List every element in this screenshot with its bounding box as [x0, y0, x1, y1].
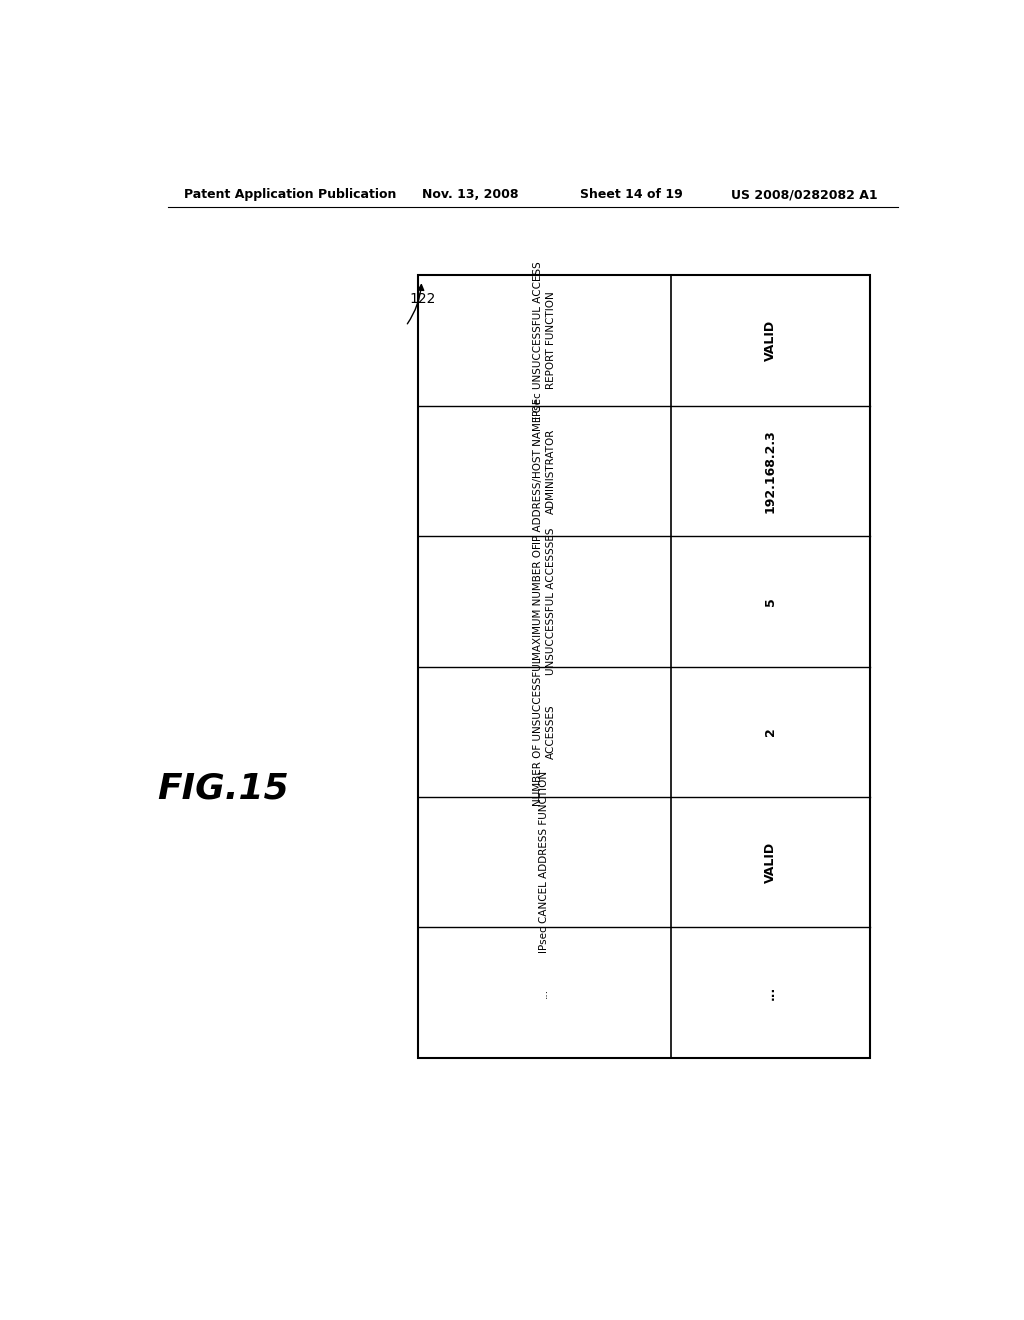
Text: NUMBER OF UNSUCCESSFUL
ACCESSES: NUMBER OF UNSUCCESSFUL ACCESSES [534, 657, 556, 807]
Text: MAXIMUM NUMBER OF
UNSUCCESSFUL ACCESSSES: MAXIMUM NUMBER OF UNSUCCESSFUL ACCESSSES [534, 528, 556, 675]
Text: 192.168.2.3: 192.168.2.3 [764, 429, 777, 512]
Text: Patent Application Publication: Patent Application Publication [183, 189, 396, 202]
Text: VALID: VALID [764, 319, 777, 362]
Text: Sheet 14 of 19: Sheet 14 of 19 [581, 189, 683, 202]
Text: ...: ... [764, 986, 777, 999]
Text: US 2008/0282082 A1: US 2008/0282082 A1 [731, 189, 878, 202]
Text: Nov. 13, 2008: Nov. 13, 2008 [422, 189, 518, 202]
Text: IPsec CANCEL ADDRESS FUNCTION: IPsec CANCEL ADDRESS FUNCTION [540, 771, 549, 953]
Text: 5: 5 [764, 597, 777, 606]
Text: IP ADDRESS/HOST NAME OF
ADMINISTRATOR: IP ADDRESS/HOST NAME OF ADMINISTRATOR [534, 399, 556, 544]
Text: 122: 122 [410, 292, 436, 306]
Text: FIG.15: FIG.15 [158, 772, 289, 805]
Text: IPsec UNSUCCESSFUL ACCESS
REPORT FUNCTION: IPsec UNSUCCESSFUL ACCESS REPORT FUNCTIO… [534, 261, 556, 420]
Text: 2: 2 [764, 727, 777, 737]
Bar [418, 276, 870, 1057]
Text: VALID: VALID [764, 842, 777, 883]
Text: ...: ... [540, 987, 549, 998]
FancyArrowPatch shape [408, 285, 424, 323]
